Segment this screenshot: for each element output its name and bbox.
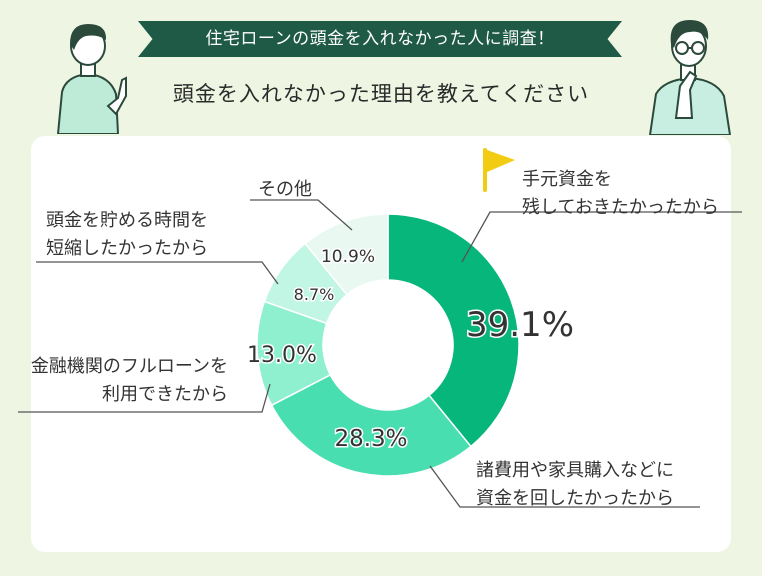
value-label-5: 10.9%: [321, 247, 375, 267]
leader-line-3: [18, 383, 271, 413]
survey-question: 頭金を入れなかった理由を教えてください: [172, 82, 590, 106]
value-label-2: 28.3%: [334, 426, 407, 452]
value-label-1: 39.1%: [466, 305, 574, 345]
value-label-4: 8.7%: [294, 285, 335, 304]
donut-slice-5: [304, 213, 389, 296]
category-label-5-line-1: その他: [258, 179, 312, 200]
survey-banner: 住宅ローンの頭金を入れなかった人に調査！: [138, 21, 622, 57]
leader-line-4: [36, 261, 279, 285]
flag-icon: [487, 150, 515, 172]
category-label-1-line-2: 残しておきたかったから: [522, 197, 719, 218]
leader-line-5: [250, 199, 353, 231]
category-label-1-line-1: 手元資金を: [522, 169, 612, 190]
leader-line-2: [429, 465, 700, 508]
chart-card: [31, 136, 731, 552]
person-thinking-illustration: [648, 20, 732, 135]
donut-slice-2: [270, 373, 472, 477]
value-label-3: 13.0%: [247, 343, 317, 368]
category-label-4-line-2: 短縮したかったから: [46, 238, 208, 259]
person-pointing-illustration: [56, 24, 127, 134]
category-label-2-line-1: 諸費用や家具購入などに: [476, 460, 674, 481]
category-label-2-line-2: 資金を回したかったから: [476, 488, 674, 509]
category-label-4-line-1: 頭金を貯める時間を: [46, 210, 208, 231]
category-label-3-line-1: 金融機関のフルローンを: [31, 356, 228, 377]
leader-line-1: [461, 211, 742, 263]
category-label-3-line-2: 利用できたから: [102, 384, 228, 405]
